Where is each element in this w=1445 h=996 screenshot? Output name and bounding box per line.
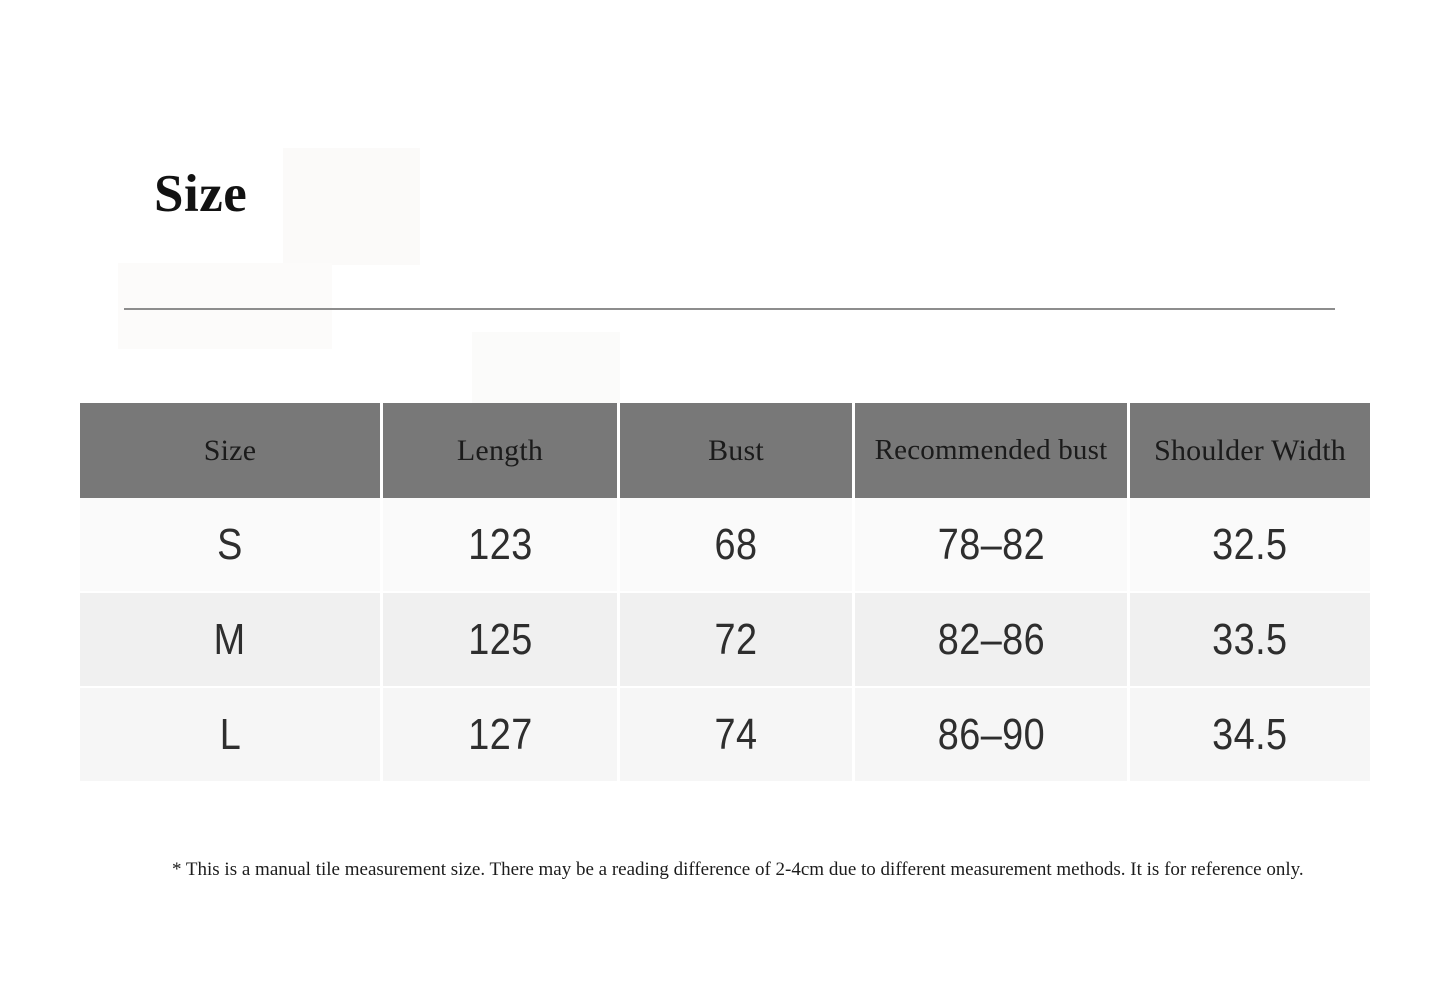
cell-bust: 72 (620, 593, 855, 688)
cell-length: 123 (383, 498, 620, 593)
background-artifact (118, 263, 332, 349)
cell-size: M (80, 593, 383, 688)
length-value: 125 (467, 614, 533, 664)
recommended-bust-value: 82–86 (937, 614, 1045, 664)
header-cell-size: Size (80, 403, 383, 498)
cell-size: L (80, 688, 383, 783)
cell-length: 127 (383, 688, 620, 783)
table-row-m: M 125 72 82–86 33.5 (80, 593, 1370, 688)
cell-length: 125 (383, 593, 620, 688)
cell-bust: 68 (620, 498, 855, 593)
shoulder-width-value: 33.5 (1212, 614, 1288, 664)
size-value: L (219, 709, 241, 759)
page-title: Size (154, 165, 248, 223)
table-row-l: L 127 74 86–90 34.5 (80, 688, 1370, 783)
cell-shoulder-width: 32.5 (1130, 498, 1370, 593)
recommended-bust-value: 86–90 (937, 709, 1045, 759)
size-value: M (214, 614, 246, 664)
background-artifact (283, 148, 420, 265)
cell-shoulder-width: 33.5 (1130, 593, 1370, 688)
table-header-row: Size Length Bust Recommended bust Should… (80, 403, 1370, 498)
header-cell-length: Length (383, 403, 620, 498)
cell-shoulder-width: 34.5 (1130, 688, 1370, 783)
cell-recommended-bust: 78–82 (855, 498, 1130, 593)
title-divider-line (124, 308, 1335, 310)
bust-value: 72 (714, 614, 758, 664)
length-value: 123 (467, 519, 533, 569)
size-value: S (217, 519, 243, 569)
table-row-s: S 123 68 78–82 32.5 (80, 498, 1370, 593)
size-table: Size Length Bust Recommended bust Should… (80, 403, 1370, 783)
measurement-disclaimer: * This is a manual tile measurement size… (172, 859, 1304, 880)
header-cell-bust: Bust (620, 403, 855, 498)
cell-bust: 74 (620, 688, 855, 783)
recommended-bust-value: 78–82 (937, 519, 1045, 569)
bust-value: 74 (714, 709, 758, 759)
bust-value: 68 (714, 519, 758, 569)
header-cell-recommended-bust: Recommended bust (855, 403, 1130, 498)
cell-recommended-bust: 86–90 (855, 688, 1130, 783)
shoulder-width-value: 32.5 (1212, 519, 1288, 569)
shoulder-width-value: 34.5 (1212, 709, 1288, 759)
length-value: 127 (467, 709, 533, 759)
cell-recommended-bust: 82–86 (855, 593, 1130, 688)
header-cell-shoulder-width: Shoulder Width (1130, 403, 1370, 498)
cell-size: S (80, 498, 383, 593)
